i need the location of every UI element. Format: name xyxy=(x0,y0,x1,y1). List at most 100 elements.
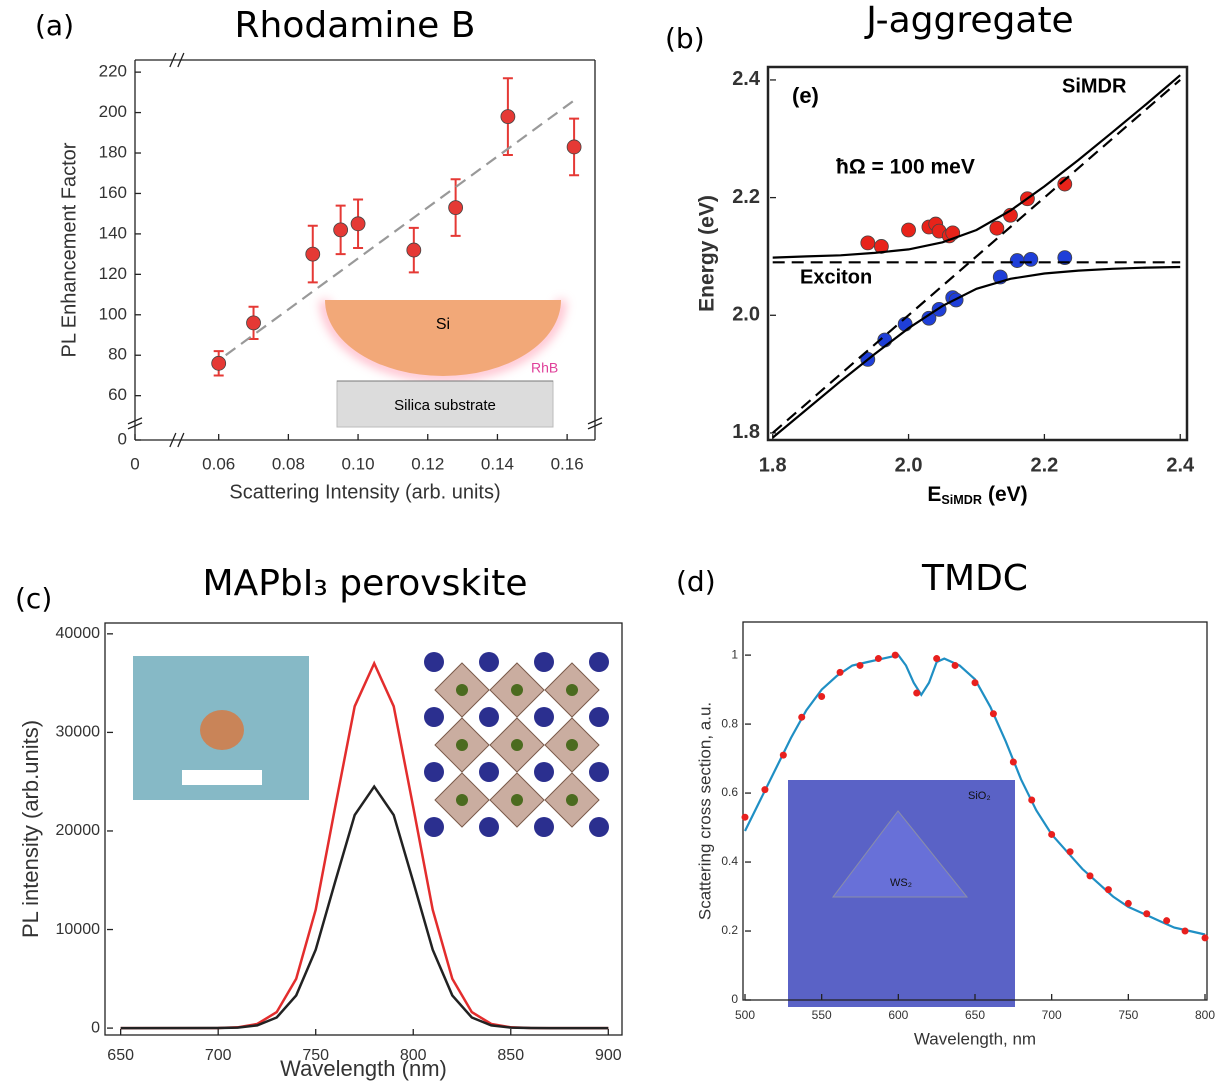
x-label-sub: SiMDR xyxy=(941,493,982,507)
x-tick-label: 0 xyxy=(130,454,139,473)
y-tick-label: 100 xyxy=(99,304,127,323)
y-tick-label: 2.2 xyxy=(732,186,760,208)
data-point xyxy=(1086,872,1094,880)
data-point xyxy=(873,239,889,254)
data-point xyxy=(836,668,844,676)
data-line xyxy=(772,74,1181,259)
data-point xyxy=(1104,886,1112,894)
plot-frame xyxy=(766,65,1189,442)
x-tick-label: 0.14 xyxy=(481,454,514,473)
y-tick-label: 220 xyxy=(99,62,127,81)
data-point xyxy=(741,813,749,821)
y-tick-label: 40000 xyxy=(56,625,101,642)
axis-break xyxy=(169,52,185,68)
data-line xyxy=(771,79,1181,434)
data-point xyxy=(1009,758,1017,766)
data-point xyxy=(989,220,1005,236)
data-point xyxy=(448,200,464,216)
atom xyxy=(589,817,609,837)
y-tick-label: 180 xyxy=(99,143,127,162)
x-axis-label: Wavelength, nm xyxy=(914,1029,1036,1048)
y-tick-label: 10000 xyxy=(56,921,101,938)
x-tick-label: 0.10 xyxy=(342,454,375,473)
substrate xyxy=(336,380,554,428)
y-axis-label: PL Enhancement Factor xyxy=(58,142,80,357)
annotation: WS₂ xyxy=(890,877,912,889)
data-point xyxy=(933,655,941,663)
atom xyxy=(534,762,554,782)
y-tick-label: 1 xyxy=(731,647,738,661)
data-point xyxy=(350,216,366,232)
inset-d: SiO₂ WS₂ xyxy=(788,780,1015,1007)
atom xyxy=(424,817,444,837)
data-point xyxy=(1124,899,1132,907)
axis-break xyxy=(587,417,603,430)
data-point xyxy=(500,109,516,125)
y-axis-label: PL intensity (arb.units) xyxy=(18,720,43,938)
panel-label: (a) xyxy=(35,9,74,42)
y-tick-label: 0 xyxy=(118,429,127,448)
data-line xyxy=(744,653,1206,936)
atom xyxy=(479,817,499,837)
data-point xyxy=(860,235,876,251)
atom xyxy=(534,652,554,672)
flake xyxy=(831,810,969,898)
scale-bar xyxy=(182,770,262,785)
x-tick-label: 550 xyxy=(812,1008,832,1022)
x-tick-label: 0.06 xyxy=(202,454,235,473)
data-point xyxy=(566,139,582,155)
y-tick-label: 60 xyxy=(108,385,127,404)
x-axis-label: Scattering Intensity (arb. units) xyxy=(229,481,500,503)
x-tick-label: 850 xyxy=(497,1047,524,1064)
y-tick-label: 0.6 xyxy=(721,785,738,799)
atom xyxy=(589,707,609,727)
y-tick-label: 200 xyxy=(99,102,127,121)
chart-title: J-aggregate xyxy=(864,0,1073,41)
data-point xyxy=(246,315,261,331)
si-particle xyxy=(325,300,561,376)
atom xyxy=(566,739,578,751)
data-point xyxy=(1028,796,1036,804)
data-point xyxy=(305,246,321,262)
data-point xyxy=(1066,848,1074,856)
y-tick-label: 0.2 xyxy=(721,923,738,937)
atom xyxy=(479,707,499,727)
y-tick-label: 1.8 xyxy=(732,421,760,443)
atom xyxy=(479,762,499,782)
panel-label: (c) xyxy=(15,582,52,615)
x-tick-label: 0.08 xyxy=(272,454,305,473)
x-tick-label: 600 xyxy=(888,1008,908,1022)
chart-title: MAPbI₃ perovskite xyxy=(203,563,528,604)
data-point xyxy=(333,222,349,238)
annotation: SiO₂ xyxy=(968,790,991,802)
axis-break xyxy=(169,432,185,448)
data-point xyxy=(913,689,921,697)
y-tick-label: 0 xyxy=(91,1019,100,1036)
data-point xyxy=(1009,253,1025,268)
y-tick-label: 140 xyxy=(99,223,127,242)
y-tick-label: 160 xyxy=(99,183,127,202)
atom xyxy=(589,762,609,782)
panel-label: (d) xyxy=(676,565,716,598)
atom xyxy=(456,739,468,751)
atom xyxy=(456,794,468,806)
atom xyxy=(589,652,609,672)
particle xyxy=(200,710,244,750)
line-label: SiMDR xyxy=(1062,75,1127,97)
data-point xyxy=(779,751,787,759)
y-axis-label: Energy (eV) xyxy=(696,195,719,312)
data-line xyxy=(225,99,575,357)
x-tick-label: 650 xyxy=(965,1008,985,1022)
atom xyxy=(534,817,554,837)
data-point xyxy=(211,355,227,371)
x-tick-label: 800 xyxy=(400,1047,427,1064)
x-tick-label: 800 xyxy=(1195,1008,1215,1022)
x-tick-label: 2.4 xyxy=(1166,454,1195,476)
data-point xyxy=(971,679,979,687)
panel-label: (b) xyxy=(665,22,705,55)
x-tick-label: 2.0 xyxy=(895,454,923,476)
y-tick-label: 0 xyxy=(731,992,738,1006)
annotation: Silica substrate xyxy=(394,397,496,414)
x-tick-label: 650 xyxy=(107,1047,134,1064)
